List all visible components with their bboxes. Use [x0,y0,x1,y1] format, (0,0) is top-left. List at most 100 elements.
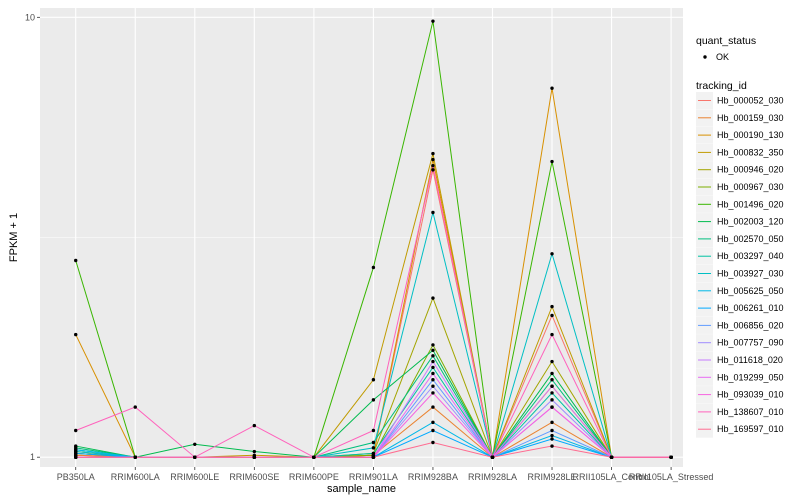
data-point [252,423,257,428]
legend-series-label: Hb_006261_010 [717,303,784,313]
legend-status-key [703,55,707,59]
data-point [431,343,435,347]
legend-series-label: Hb_000946_020 [717,165,784,175]
data-point [74,448,78,452]
data-point [193,455,197,459]
x-tick-label: RRIM928LE [528,472,577,482]
data-point [371,451,376,456]
data-point [550,420,554,425]
data-point [431,405,435,409]
legend-series-label: Hb_138607_010 [717,407,784,417]
legend-series-label: Hb_005625_050 [717,286,784,296]
data-point [550,444,554,448]
data-point [550,371,554,376]
data-point [431,296,435,300]
data-point [431,371,435,376]
data-point [431,378,435,382]
x-tick-label: RRIM600PE [289,472,339,482]
legend-series-label: Hb_003927_030 [717,269,784,279]
data-point [550,378,554,382]
data-point [431,168,435,172]
data-point [74,258,78,263]
data-point [550,159,554,164]
y-tick-label: 1 [30,452,35,462]
legend-series-label: Hb_001496_020 [717,199,784,209]
data-point [431,365,435,370]
data-point [490,455,495,459]
legend-series-label: Hb_000052_030 [717,96,784,106]
data-point [550,86,554,90]
legend-status-title: quant_status [696,35,756,47]
legend-series-label: Hb_002570_050 [717,234,784,244]
data-point [431,384,435,388]
x-tick-label: RRIM600LA [111,472,160,482]
data-point [371,455,376,459]
data-point [133,405,137,409]
x-axis: PB350LA RRIM600LA RRIM600LE RRIM600SE RRIM60… [57,467,714,482]
data-point [431,420,435,425]
data-point [431,151,435,156]
legend-series-label: Hb_000832_350 [717,147,784,157]
data-point [431,359,435,364]
data-point [550,359,554,364]
data-point [371,446,376,450]
x-tick-label: RRII105LA_Control [573,472,651,482]
data-point [431,391,435,395]
x-tick-label: RRIM928LA [468,472,517,482]
data-point [431,348,435,352]
x-tick-label: RRII105LA_Stressed [629,472,714,482]
data-point [550,304,554,309]
data-point [431,354,435,358]
legend: quant_status tracking_id OK Hb_000052_030… [696,35,784,438]
data-point [431,157,435,162]
data-point [312,455,316,459]
data-point [371,398,376,402]
data-point [550,405,554,409]
legend-series-label: Hb_169597_010 [717,424,784,434]
legend-series-title: tracking_id [696,80,747,92]
data-point [431,210,435,215]
data-point [371,378,376,382]
y-axis-title: FPKM + 1 [8,213,20,262]
data-point [371,428,376,433]
x-tick-label: RRIM600SE [229,472,279,482]
legend-series-label: Hb_006856_020 [717,320,784,330]
x-tick-label: RRIM600LE [170,472,219,482]
x-tick-label: RRIM901LA [349,472,398,482]
legend-series-label: Hb_007757_090 [717,338,784,348]
legend-series-label: Hb_093039_010 [717,390,784,400]
data-point [550,332,554,337]
data-point [550,384,554,388]
data-point [550,437,554,441]
data-point [550,398,554,402]
data-point [371,440,376,445]
data-point [550,391,554,395]
data-point [609,455,614,459]
x-tick-label: PB350LA [57,472,95,482]
legend-series-label: Hb_019299_050 [717,372,784,382]
data-points [74,19,673,459]
data-point [74,455,78,459]
data-point [74,451,78,456]
legend-series-label: Hb_011618_020 [717,355,783,365]
x-tick-label: RRIM928BA [408,472,458,482]
data-point [193,442,197,446]
legend-status-label: OK [716,52,729,62]
y-tick-label: 10 [25,12,35,22]
data-point [550,433,554,438]
data-point [133,455,137,459]
data-point [74,428,78,433]
legend-series-label: Hb_000159_030 [717,113,784,123]
legend-series-label: Hb_003297_040 [717,251,784,261]
legend-series-label: Hb_000967_030 [717,182,784,192]
data-point [550,252,554,256]
data-point [550,313,554,318]
legend-series-label: Hb_002003_120 [717,217,784,227]
data-point [669,455,673,459]
legend-series-label: Hb_000190_130 [717,130,784,140]
data-point [74,332,78,337]
y-axis: 1 10 [25,12,40,462]
data-point [252,449,257,454]
